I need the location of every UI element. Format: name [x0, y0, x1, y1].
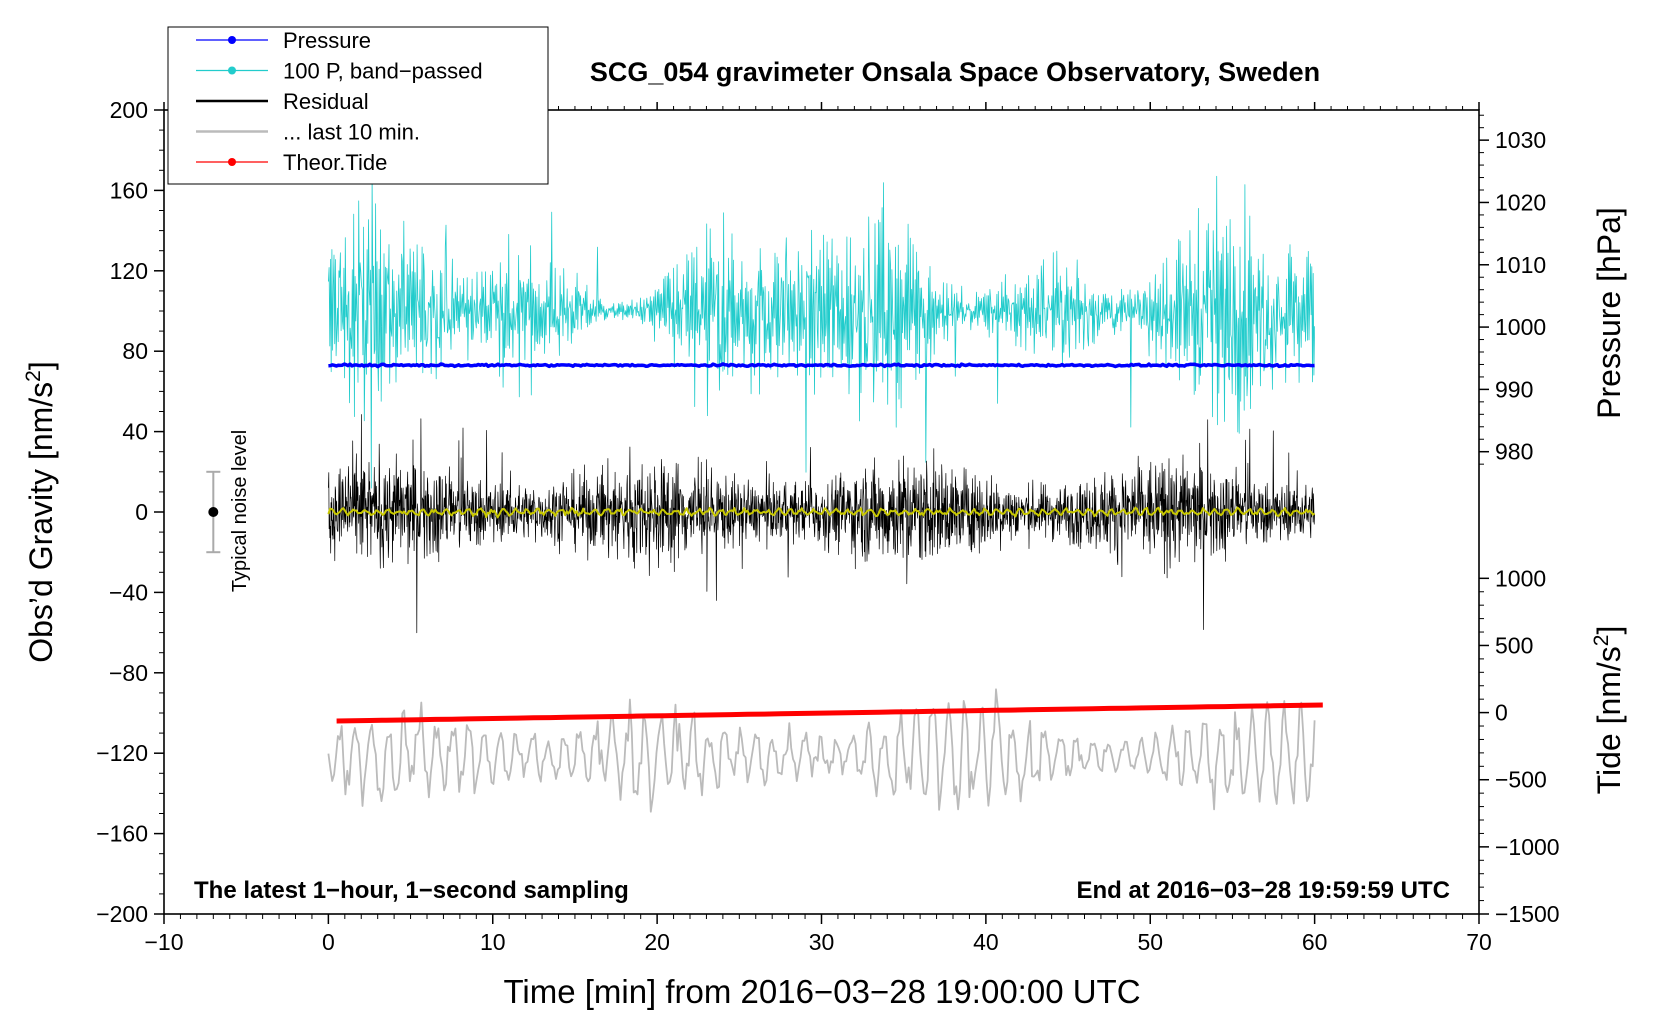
annotation-end-time: End at 2016−03−28 19:59:59 UTC [1076, 877, 1450, 904]
y-tick-label: −200 [96, 901, 148, 927]
legend-label: Residual [283, 89, 369, 114]
y-axis-label-tide-main: Tide [nm/s [1591, 646, 1627, 794]
noise-level-marker: Typical noise level [206, 430, 251, 592]
x-tick-label: 0 [322, 929, 335, 955]
y-axis-label-tide: Tide [nm/s2] [1590, 626, 1627, 795]
pressure-tick-label: 1000 [1495, 314, 1546, 340]
noise-level-label: Typical noise level [229, 430, 251, 592]
series-bandpassed-pressure [328, 174, 1315, 489]
y-tick-label: 200 [110, 97, 148, 123]
legend-swatch-dot [228, 36, 236, 44]
y-tick-label: −120 [96, 740, 148, 766]
x-tick-label: 70 [1466, 929, 1492, 955]
x-tick-label: 20 [644, 929, 670, 955]
chart-title: SCG_054 gravimeter Onsala Space Observat… [590, 57, 1320, 87]
y-tick-label: 80 [122, 338, 148, 364]
x-tick-label: 30 [809, 929, 835, 955]
legend-label: Theor.Tide [283, 150, 387, 175]
y-tick-label: −80 [109, 660, 148, 686]
series-theoretical-tide [336, 702, 1323, 724]
tide-tick-label: −1000 [1495, 834, 1560, 860]
tide-tick-label: −1500 [1495, 901, 1560, 927]
y-tick-label: 120 [110, 258, 148, 284]
legend-label: Pressure [283, 28, 371, 53]
y-tick-label: 160 [110, 177, 148, 203]
x-tick-label: 50 [1137, 929, 1163, 955]
legend-label: ... last 10 min. [283, 120, 420, 145]
pressure-tick-label: 1030 [1495, 127, 1546, 153]
legend-swatch-dot [228, 158, 236, 166]
legend-label: 100 P, band−passed [283, 59, 483, 84]
series-residual-smoothed [327, 506, 1316, 519]
y-axis-label-pressure: Pressure [hPa] [1591, 207, 1627, 419]
legend-box [167, 26, 549, 185]
pressure-tick-label: 980 [1495, 439, 1533, 465]
x-tick-label: −10 [144, 929, 183, 955]
noise-dot [208, 507, 219, 517]
y-tick-label: −160 [96, 821, 148, 847]
pressure-tick-label: 990 [1495, 376, 1533, 402]
tide-tick-label: 0 [1495, 700, 1508, 726]
legend-swatch-dot [228, 66, 236, 75]
pressure-tick-label: 1010 [1495, 252, 1546, 278]
legend: Pressure 100 P, band−passed Residual ... la… [167, 26, 549, 185]
x-axis-label: Time [min] from 2016−03−28 19:00:00 UTC [503, 973, 1140, 1010]
x-tick-label: 40 [973, 929, 999, 955]
x-tick-label: 10 [480, 929, 506, 955]
y-axis-label-gravity-sup: 2 [22, 370, 45, 382]
y-tick-label: −40 [109, 579, 148, 605]
tide-tick-label: −500 [1495, 767, 1547, 793]
y-axis-label-gravity: Obs’d Gravity [nm/s2] [22, 361, 59, 663]
series-last-10-min [327, 688, 1316, 813]
series-pressure [328, 362, 1315, 369]
pressure-tick-label: 1020 [1495, 189, 1546, 215]
tide-tick-label: 500 [1495, 632, 1533, 658]
y-axis-label-tide-end: ] [1591, 626, 1627, 635]
series-layer [327, 174, 1323, 813]
y-tick-label: 0 [135, 499, 148, 525]
annotation-sampling: The latest 1−hour, 1−second sampling [194, 877, 629, 904]
tide-tick-label: 1000 [1495, 565, 1546, 591]
axis-layer: −10 0 10 20 30 40 50 60 7020016012080400−40−80−1… [96, 97, 1559, 955]
y-axis-label-gravity-end: ] [23, 361, 59, 370]
x-tick-label: 60 [1302, 929, 1328, 955]
y-tick-label: 40 [122, 419, 148, 445]
y-axis-label-gravity-main: Obs’d Gravity [nm/s [23, 382, 59, 663]
y-axis-label-tide-sup: 2 [1590, 635, 1613, 647]
